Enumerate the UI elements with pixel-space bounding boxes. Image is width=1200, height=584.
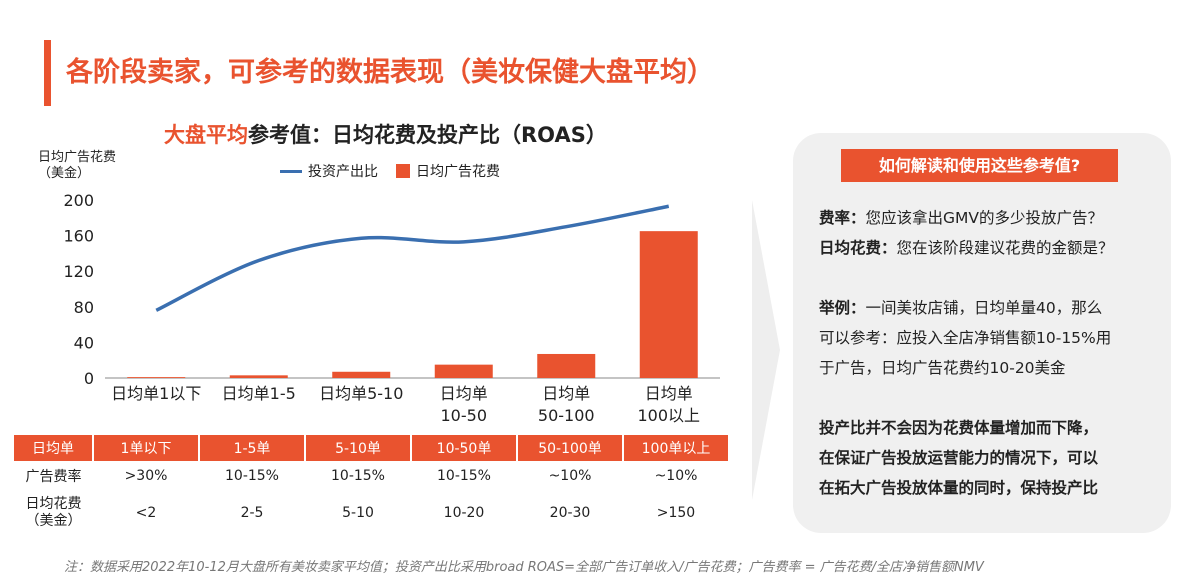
table-header-cell: 5-10单 [305,435,412,461]
table-header-cell: 50-100单 [517,435,624,461]
y-tick-label: 200 [63,191,94,210]
panel-note-1: 投产比并不会因为花费体量增加而下降， [819,419,1099,437]
table-cell: >150 [656,504,696,521]
table-cell: >30% [124,468,168,484]
panel-example-2: 可以参考：应投入全店净销售额10-15%用 [819,329,1112,347]
x-category-label: 日均单 50-100 [538,384,595,425]
table-cell: ~10% [548,468,592,484]
bar-daily-spend [229,375,288,378]
legend-line-swatch [280,169,302,173]
line-roas [155,204,670,312]
legend-bar-label: 日均广告花费 [416,164,500,180]
chart-title-rest: 参考值：日均花费及投产比（ROAS） [248,123,607,147]
table-cell: 日均花费 （美金） [25,496,82,529]
x-category-label: 日均单 100以上 [637,384,700,425]
data-table: 日均单 1单以下 1-5单 5-10单 10-50单 50-100单 100单以上 广告费率… [14,435,730,535]
table-header-cell: 10-50单 [411,435,518,461]
chart-legend: 投资产出比 日均广告花费 [280,161,500,181]
bar-daily-spend [332,371,391,378]
x-category-label: 日均单1以下 [111,384,201,403]
table-header-cell: 1-5单 [199,435,306,461]
chart-title: 大盘平均参考值：日均花费及投产比（ROAS） [164,119,607,149]
arrow-shape [752,200,780,500]
y-tick-label: 0 [84,369,94,388]
title-accent-bar [44,40,51,106]
panel-header: 如何解读和使用这些参考值? [841,149,1118,182]
legend-line-label: 投资产出比 [308,164,378,180]
bar-daily-spend [639,231,698,378]
x-category-label: 日均单 10-50 [440,384,488,425]
bar-daily-spend [434,364,493,378]
panel-q2: 日均花费：您在该阶段建议花费的金额是？ [819,239,1114,257]
panel-q1: 费率：您应该拿出GMV的多少投放广告？ [819,209,1104,227]
table-header-cell: 1单以下 [93,435,200,461]
footnote: 注：数据采用2022年10-12月大盘所有美妆卖家平均值；投资产出比采用broa… [64,560,984,575]
table-cell: 10-15% [331,468,385,484]
y-axis-label-line: （美金） [38,166,91,181]
panel-example-3: 于广告，日均广告花费约10-20美金 [819,359,1066,377]
y-axis-label: 日均广告花费 （美金） [38,150,116,182]
table-row-ad-rate: 广告费率 >30% 10-15% 10-15% 10-15% ~10% ~10% [14,461,729,491]
x-category-label: 日均单1-5 [222,384,296,403]
bar-daily-spend [537,353,596,378]
table-cell: 20-30 [549,504,591,521]
table-row-daily-spend: 日均花费 （美金） <2 2-5 5-10 10-20 20-30 >150 [14,491,729,535]
table-cell: ~10% [654,468,698,484]
panel-note-3: 在拓大广告投放体量的同时，保持投产比 [819,479,1099,497]
bar-line-chart: 0 40 80 120 160 200 日均单1以下 日均单1-5 日均单5-10 日均单 10-5… [63,191,720,425]
panel-note-2: 在保证广告投放运营能力的情况下，可以 [819,449,1099,467]
table-cell: 10-15% [225,468,279,484]
table-cell: 10-15% [437,468,491,484]
y-axis-label-line: 日均广告花费 [38,150,117,165]
page-title: 各阶段卖家，可参考的数据表现（美妆保健大盘平均） [66,57,714,88]
table-cell: 10-20 [443,504,485,521]
legend-bar-swatch [396,164,410,178]
y-tick-label: 80 [74,298,94,317]
bar-daily-spend [127,377,186,378]
table-header-cell: 日均单 [14,435,94,461]
y-tick-label: 160 [63,227,94,246]
table-header-row: 日均单 1单以下 1-5单 5-10单 10-50单 50-100单 100单以上 [14,435,730,461]
chart-title-highlight: 大盘平均 [164,123,248,147]
panel-body: 费率：您应该拿出GMV的多少投放广告？ 日均花费：您在该阶段建议花费的金额是？ … [819,203,1159,503]
y-tick-label: 120 [63,262,94,281]
table-cell: 广告费率 [25,469,82,485]
panel-example-1: 举例：一间美妆店铺，日均单量40，那么 [819,299,1103,317]
table-cell: <2 [135,504,157,521]
table-cell: 2-5 [240,504,264,521]
y-tick-label: 40 [74,333,94,352]
table-cell: 5-10 [342,504,374,521]
explanation-panel: 如何解读和使用这些参考值? 费率：您应该拿出GMV的多少投放广告？ 日均花费：您… [793,133,1171,533]
table-header-cell: 100单以上 [623,435,730,461]
x-category-label: 日均单5-10 [319,384,403,403]
